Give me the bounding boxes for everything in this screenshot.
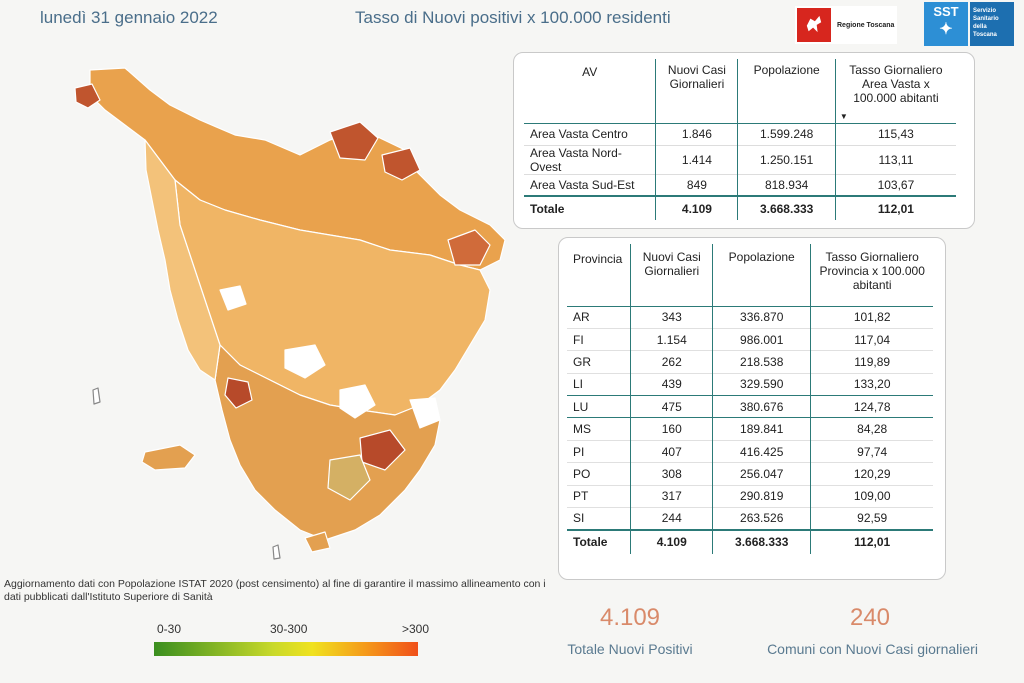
table-row: FI 1.154 986.001 117,04 [567,328,933,351]
provincia-panel: Provincia Nuovi Casi Giornalieri Popolaz… [558,237,946,580]
area-vasta-table: AV Nuovi Casi Giornalieri Popolazione Ta… [524,59,956,220]
table-row: LU 475 380.676 124,78 [567,395,933,418]
table-row: LI 439 329.590 133,20 [567,373,933,396]
prov-header[interactable]: Provincia [573,252,623,266]
regione-toscana-logo: Regione Toscana [795,6,897,44]
update-note: Aggiornamento dati con Popolazione ISTAT… [4,578,546,603]
table-row: Area Vasta Centro 1.846 1.599.248 115,43 [524,123,956,145]
map-hotspot-casentino [381,147,421,181]
map-elba-island [141,444,196,471]
table-total-row: Totale 4.109 3.668.333 112,01 [567,529,933,554]
table-row: Area Vasta Sud-Est 849 818.934 103,67 [524,174,956,196]
kpi-comuni-label: Comuni con Nuovi Casi giornalieri [767,641,978,657]
regione-toscana-label: Regione Toscana [837,21,895,29]
prov-header-cases[interactable]: Nuovi Casi Giornalieri [630,244,713,306]
table-row: PO 308 256.047 120,29 [567,462,933,486]
map-region-coast [144,139,221,381]
map-hotspot-massa [74,83,101,109]
pegasus-flag-icon [797,8,831,42]
map-region-south [214,344,441,541]
av-header[interactable]: AV [582,65,598,79]
kpi-total-label: Totale Nuovi Positivi [567,641,693,657]
map-gorgona-islet [92,387,101,405]
report-title: Tasso di Nuovi positivi x 100.000 reside… [355,8,671,27]
map-south-islet [304,531,331,553]
area-vasta-panel: AV Nuovi Casi Giornalieri Popolazione Ta… [513,52,975,229]
table-row: GR 262 218.538 119,89 [567,350,933,374]
av-header-cases[interactable]: Nuovi Casi Giornalieri [655,59,738,123]
table-row: MS 160 189.841 84,28 [567,417,933,441]
sort-desc-icon[interactable]: ▼ [839,111,848,121]
kpi-total-value: 4.109 [599,604,661,631]
av-header-population[interactable]: Popolazione [737,59,836,123]
legend-mid: 30-300 [270,622,308,636]
report-date: lunedì 31 gennaio 2022 [40,8,218,27]
prov-header-rate[interactable]: Tasso Giornaliero Provincia x 100.000 ab… [810,244,933,306]
table-row: SI 244 263.526 92,59 [567,507,933,530]
map-nodata-2 [339,384,376,419]
map-nodata-4 [219,285,247,311]
provincia-table: Provincia Nuovi Casi Giornalieri Popolaz… [567,244,933,554]
table-row: Area Vasta Nord-Ovest 1.414 1.250.151 11… [524,145,956,174]
table-row: PT 317 290.819 109,00 [567,485,933,508]
kpi-comuni-value: 240 [849,604,891,631]
table-row: PI 407 416.425 97,74 [567,440,933,463]
map-giglio-islet [272,544,281,560]
map-nodata-3 [409,397,441,429]
av-header-rate[interactable]: Tasso Giornaliero Area Vasta x 100.000 a… [834,59,956,123]
map-nodata-1 [284,344,326,379]
table-total-row: Totale 4.109 3.668.333 112,01 [524,196,956,220]
legend-color-bar [154,642,418,656]
sst-logo-text: Servizio Sanitario della Toscana [970,2,1014,46]
map-north-east-hotspot [447,229,491,266]
table-row: AR 343 336.870 101,82 [567,306,933,329]
tuscany-municipality-map [74,67,506,560]
map-hotspot-mugello [329,121,379,161]
prov-header-population[interactable]: Popolazione [712,244,811,306]
legend-low: 0-30 [157,622,182,636]
sst-logo-mark: SST ✦ [924,2,968,46]
legend-high: >300 [402,622,430,636]
map-hotspot-livorno [224,377,253,409]
map-area-olive [327,454,371,501]
sst-logo: SST ✦ Servizio Sanitario della Toscana [924,2,1014,46]
